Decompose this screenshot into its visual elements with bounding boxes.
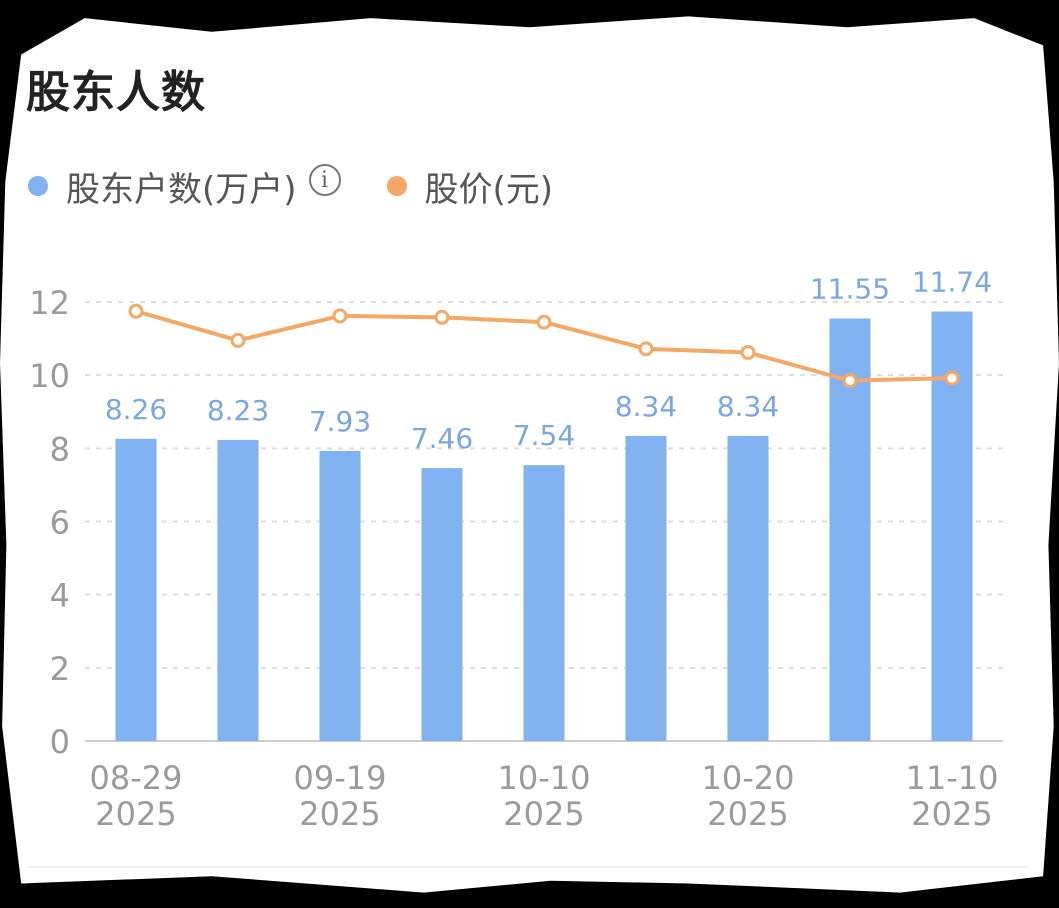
- bar-data-label: 8.23: [207, 394, 269, 427]
- bar-data-label: 8.34: [615, 390, 677, 423]
- price-point: [842, 373, 858, 389]
- x-tick-label: 10-20 2025: [702, 759, 795, 833]
- legend-dot-holders: [28, 176, 48, 196]
- legend-item-holders[interactable]: 股东户数(万户) i: [28, 162, 341, 211]
- legend-label-holders: 股东户数(万户): [66, 169, 297, 210]
- bar-data-label: 8.26: [105, 393, 167, 426]
- x-tick-label: 08-29 2025: [90, 759, 183, 833]
- y-tick-label: 8: [50, 430, 70, 468]
- bar: [319, 450, 361, 741]
- y-tick-label: 4: [50, 577, 70, 615]
- bar: [829, 318, 871, 741]
- bar-data-label: 8.34: [717, 390, 779, 423]
- info-icon[interactable]: i: [308, 164, 341, 196]
- bar-data-label: 11.55: [810, 272, 890, 305]
- price-point: [944, 370, 960, 386]
- price-point: [740, 344, 756, 360]
- bar-data-label: 7.46: [411, 422, 473, 455]
- price-point: [128, 303, 144, 319]
- bar: [421, 468, 463, 741]
- chart-title: 股东人数: [26, 67, 206, 118]
- price-point: [434, 309, 450, 325]
- bottom-divider: [28, 866, 1028, 868]
- legend-dot-price: [386, 176, 407, 196]
- bar: [523, 465, 565, 741]
- price-point: [332, 308, 348, 324]
- bar-data-label: 11.74: [912, 266, 992, 299]
- legend: 股东户数(万户) i 股价(元): [28, 160, 553, 212]
- x-tick-label: 11-10 2025: [906, 759, 999, 833]
- bar-data-label: 7.93: [309, 405, 371, 438]
- y-tick-label: 10: [29, 357, 70, 395]
- price-point: [638, 341, 654, 357]
- y-tick-label: 6: [50, 504, 70, 542]
- bar: [217, 439, 259, 741]
- bar: [727, 435, 769, 741]
- bar: [115, 438, 157, 741]
- x-tick-label: 10-10 2025: [498, 759, 591, 833]
- legend-label-price: 股价(元): [424, 169, 554, 210]
- price-point: [536, 314, 552, 330]
- bar-data-label: 7.54: [513, 419, 575, 452]
- y-tick-label: 0: [50, 723, 70, 761]
- x-tick-label: 09-19 2025: [294, 759, 387, 833]
- bar: [625, 435, 667, 741]
- legend-item-price[interactable]: 股价(元): [386, 162, 554, 211]
- y-tick-label: 2: [50, 650, 70, 688]
- price-point: [230, 332, 246, 348]
- y-tick-label: 12: [29, 284, 70, 322]
